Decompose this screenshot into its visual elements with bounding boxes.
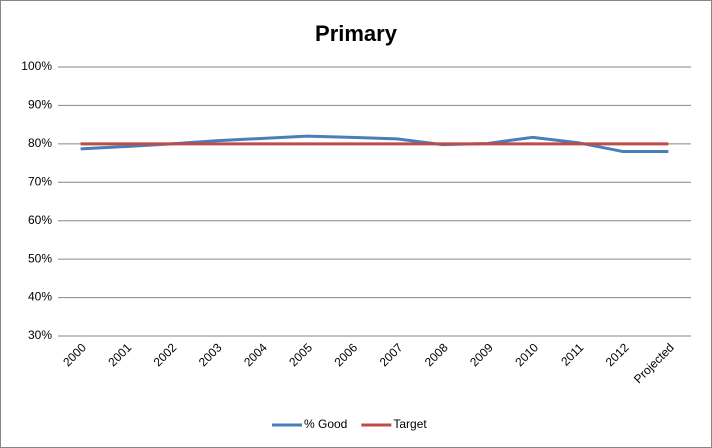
y-tick-label: 50% xyxy=(28,251,52,265)
chart-title: Primary xyxy=(315,21,398,46)
y-tick-label: 100% xyxy=(21,59,52,73)
legend-label: Target xyxy=(393,417,427,431)
y-tick-label: 80% xyxy=(28,136,52,150)
y-tick-label: 30% xyxy=(28,328,52,342)
y-tick-label: 90% xyxy=(28,98,52,112)
y-tick-label: 40% xyxy=(28,290,52,304)
y-tick-label: 70% xyxy=(28,174,52,188)
legend-label: % Good xyxy=(304,417,347,431)
y-tick-label: 60% xyxy=(28,213,52,227)
